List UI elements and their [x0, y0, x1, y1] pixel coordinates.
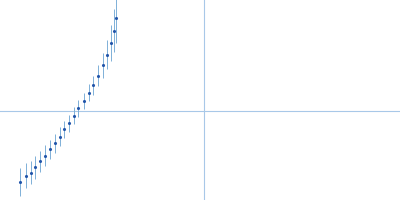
Point: [61, 128, 68, 131]
Point: [17, 181, 24, 184]
Point: [52, 142, 58, 145]
Point: [90, 84, 96, 87]
Point: [100, 64, 106, 67]
Point: [37, 159, 43, 163]
Point: [113, 16, 119, 19]
Point: [86, 91, 92, 94]
Point: [27, 171, 34, 174]
Point: [42, 154, 49, 157]
Point: [95, 74, 101, 77]
Point: [107, 42, 114, 45]
Point: [56, 135, 63, 138]
Point: [75, 107, 82, 110]
Point: [104, 53, 110, 56]
Point: [70, 114, 77, 117]
Point: [47, 148, 53, 151]
Point: [81, 99, 87, 103]
Point: [32, 166, 38, 169]
Point: [110, 29, 117, 32]
Point: [23, 174, 29, 177]
Point: [66, 122, 72, 125]
